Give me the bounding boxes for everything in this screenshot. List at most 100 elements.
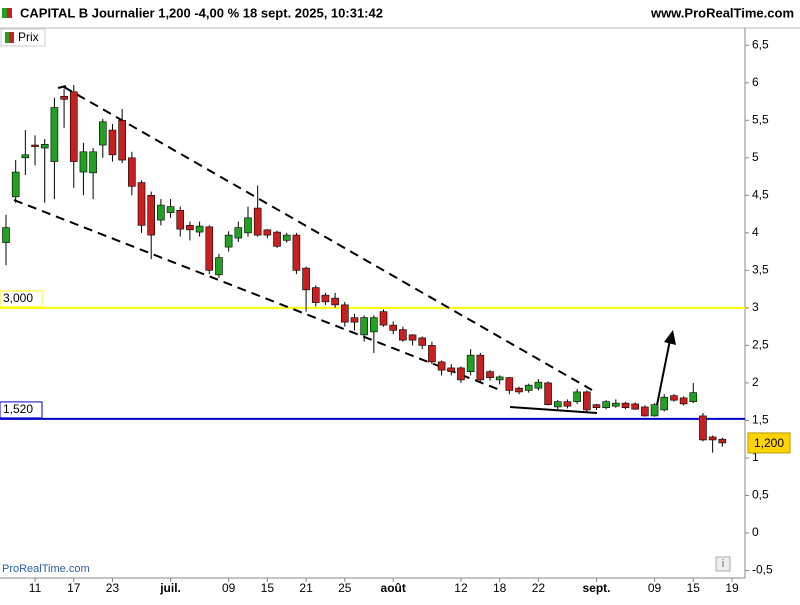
x-tick-label: 15 bbox=[687, 581, 701, 595]
legend-icon-down bbox=[9, 32, 14, 43]
horizontal-line-label: 3,000 bbox=[3, 291, 33, 305]
x-tick-label: 09 bbox=[648, 581, 662, 595]
watermark: ProRealTime.com bbox=[2, 563, 90, 575]
candle-body bbox=[215, 257, 223, 276]
candle-body bbox=[253, 207, 262, 236]
y-tick-label: 6,5 bbox=[752, 37, 769, 51]
candle-body bbox=[273, 231, 281, 247]
y-tick-label: 4 bbox=[752, 225, 759, 239]
x-tick-label: 18 bbox=[493, 581, 507, 595]
candle-body bbox=[292, 234, 301, 271]
x-tick-label: 12 bbox=[454, 581, 468, 595]
support-line bbox=[509, 406, 598, 414]
x-tick-label: sept. bbox=[582, 581, 610, 595]
horizontal-line-label-box bbox=[0, 401, 43, 419]
candle-body bbox=[699, 415, 707, 441]
candle-body bbox=[360, 317, 368, 336]
candle-body bbox=[263, 229, 272, 236]
arrow-shaft bbox=[654, 339, 671, 416]
candle-body bbox=[592, 404, 601, 408]
y-tick-label: 1 bbox=[752, 450, 759, 464]
y-tick-label: 0 bbox=[752, 525, 759, 539]
legend-label[interactable]: Prix bbox=[18, 30, 39, 44]
info-button[interactable] bbox=[715, 556, 731, 572]
candle-body bbox=[612, 402, 620, 407]
candle-body bbox=[350, 317, 359, 323]
trendlines bbox=[13, 86, 593, 391]
candle-body bbox=[582, 391, 591, 411]
candle-body bbox=[408, 334, 417, 341]
candle-body bbox=[399, 329, 407, 341]
y-tick-label: 6 bbox=[752, 75, 759, 89]
candle-body bbox=[118, 119, 126, 161]
candle-body bbox=[40, 144, 49, 149]
y-tick-label: 5,5 bbox=[752, 112, 769, 126]
candle-body bbox=[157, 204, 165, 221]
x-tick-label: août bbox=[381, 581, 406, 595]
candle-body bbox=[99, 121, 107, 146]
candle-body bbox=[466, 354, 475, 372]
candle-body bbox=[553, 401, 562, 408]
candle-body bbox=[186, 225, 194, 231]
horizontal-line-label: 1,520 bbox=[3, 402, 33, 416]
candle-body bbox=[234, 227, 243, 239]
x-tick-label: 19 bbox=[725, 581, 739, 595]
candle-body bbox=[631, 403, 640, 410]
candle-body bbox=[224, 234, 233, 248]
x-tick-label: 15 bbox=[261, 581, 275, 595]
candle-body bbox=[108, 129, 117, 156]
candle-body bbox=[340, 304, 349, 323]
candle-body bbox=[621, 402, 630, 408]
trendline-upper bbox=[63, 86, 593, 391]
candle-body bbox=[573, 391, 581, 402]
candle-body bbox=[563, 401, 572, 407]
candle-body bbox=[60, 95, 68, 100]
candle-body bbox=[302, 267, 310, 291]
candle-body bbox=[524, 384, 533, 391]
candle-body bbox=[79, 151, 88, 173]
candle-body bbox=[476, 354, 485, 381]
candle-body bbox=[50, 107, 59, 162]
candle-body bbox=[195, 225, 204, 233]
x-tick-label: 25 bbox=[338, 581, 352, 595]
candle-body bbox=[437, 361, 446, 371]
header-bar bbox=[0, 0, 800, 28]
y-tick-label: 2 bbox=[752, 375, 759, 389]
y-tick-label: 2,5 bbox=[752, 338, 769, 352]
y-tick-label: -0,5 bbox=[752, 563, 773, 577]
x-tick-label: 17 bbox=[67, 581, 81, 595]
trendline-lower bbox=[13, 199, 501, 391]
horizontal-line-label-box bbox=[0, 290, 43, 308]
candle-body bbox=[447, 367, 456, 372]
candle-body bbox=[718, 438, 727, 444]
last-price-label: 1,200 bbox=[754, 436, 784, 450]
candle-body bbox=[282, 234, 291, 241]
candle-body bbox=[379, 311, 388, 326]
x-tick-label: juil. bbox=[159, 581, 181, 595]
candle-body bbox=[331, 297, 339, 306]
candle-body bbox=[321, 294, 330, 303]
candle-body bbox=[31, 144, 39, 147]
y-tick-label: 5 bbox=[752, 150, 759, 164]
y-tick-label: 3,5 bbox=[752, 263, 769, 277]
candle-body bbox=[176, 210, 185, 230]
candle-body bbox=[69, 91, 78, 162]
info-icon[interactable]: i bbox=[722, 558, 724, 570]
candle-body bbox=[205, 226, 214, 271]
candle-body bbox=[311, 287, 320, 303]
candle-body bbox=[679, 397, 688, 405]
candle-body bbox=[670, 395, 678, 401]
candle-body bbox=[544, 382, 552, 405]
x-tick-label: 23 bbox=[106, 581, 120, 595]
candle-body bbox=[370, 317, 378, 333]
y-tick-label: 3 bbox=[752, 300, 759, 314]
candle-body bbox=[457, 367, 465, 381]
x-tick-label: 21 bbox=[299, 581, 313, 595]
last-price-box bbox=[747, 432, 791, 454]
candle-body bbox=[495, 376, 504, 381]
candle-body bbox=[515, 387, 523, 393]
x-tick-label: 22 bbox=[532, 581, 546, 595]
y-tick-label: 1,5 bbox=[752, 413, 769, 427]
